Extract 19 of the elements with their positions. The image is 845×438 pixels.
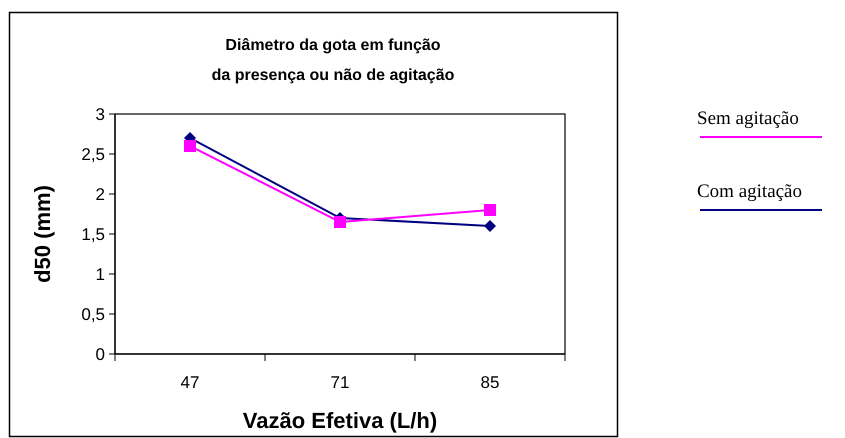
y-tick-label: 1,5	[81, 224, 105, 244]
x-axis-title: Vazão Efetiva (L/h)	[242, 408, 438, 433]
point	[484, 204, 496, 216]
y-tick-label: 0	[96, 344, 105, 364]
y-tick-label: 2,5	[81, 144, 105, 164]
x-tick-label: 71	[330, 373, 350, 392]
y-tick-label: 2	[96, 184, 105, 204]
point	[334, 216, 346, 228]
x-tick-label: 85	[480, 373, 500, 392]
y-tick-label: 0,5	[81, 304, 105, 324]
y-tick-label: 1	[96, 264, 105, 284]
point	[484, 220, 496, 232]
point	[184, 140, 196, 152]
y-axis-title: d50 (mm)	[30, 185, 55, 283]
text: Sem agitação	[697, 108, 799, 129]
chart-title: Diâmetro da gota em função da presença ou não de agitação	[212, 37, 455, 84]
text: Com agitação	[697, 181, 802, 202]
x-tick-label: 47	[180, 373, 200, 392]
y-tick-label: 3	[96, 104, 105, 124]
